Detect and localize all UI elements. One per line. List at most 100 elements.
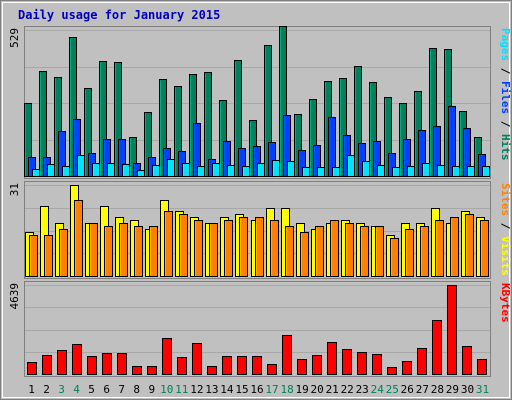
bar-kbytes-day-18	[282, 335, 292, 375]
bar-fill	[102, 353, 112, 375]
bar-fill	[252, 356, 262, 375]
bar-fill	[447, 285, 457, 375]
bar-fill	[452, 166, 460, 177]
x-tick-label: 15	[235, 383, 248, 396]
bar-fill	[390, 238, 399, 277]
x-tick-label: 20	[310, 383, 323, 396]
bar-fill	[437, 165, 445, 177]
x-tick-label: 8	[133, 383, 140, 396]
bar-sites-day-13	[209, 223, 218, 277]
bar-fill	[47, 164, 55, 177]
bar-kbytes-day-12	[192, 343, 202, 375]
bar-pages-day-7	[122, 164, 130, 177]
bar-fill	[117, 353, 127, 375]
bar-fill	[357, 352, 367, 375]
bar-sites-day-26	[405, 229, 414, 277]
bar-fill	[330, 220, 339, 277]
bar-fill	[164, 211, 173, 277]
bar-sites-day-11	[179, 214, 188, 277]
panel-top: 529 Pages / Files / Hits	[8, 26, 512, 179]
bar-fill	[345, 223, 354, 277]
bar-fill	[407, 166, 415, 177]
bar-fill	[179, 214, 188, 277]
bar-sites-day-5	[89, 223, 98, 277]
x-tick-label: 12	[190, 383, 203, 396]
bar-fill	[285, 226, 294, 277]
bar-sites-day-7	[119, 223, 128, 277]
bar-fill	[207, 366, 217, 375]
bar-kbytes-day-9	[147, 366, 157, 375]
bar-fill	[422, 163, 430, 177]
bar-kbytes-day-30	[462, 346, 472, 375]
x-tick-label: 24	[371, 383, 385, 396]
bar-sites-day-1	[29, 235, 38, 277]
bar-kbytes-day-23	[357, 352, 367, 375]
bar-sites-day-14	[224, 220, 233, 277]
bar-fill	[327, 342, 337, 375]
bar-pages-day-3	[62, 166, 70, 177]
bar-fill	[87, 356, 97, 375]
bar-fill	[72, 344, 82, 375]
bar-fill	[182, 163, 190, 177]
bar-fill	[44, 235, 53, 277]
bar-kbytes-day-3	[57, 350, 67, 375]
x-tick-label: 30	[461, 383, 474, 396]
bar-fill	[272, 160, 280, 177]
x-tick-label: 23	[356, 383, 369, 396]
bar-kbytes-day-21	[327, 342, 337, 375]
bar-fill	[107, 163, 115, 177]
bar-sites-day-22	[345, 223, 354, 277]
bar-pages-day-13	[212, 163, 220, 177]
bar-fill	[315, 226, 324, 277]
bar-kbytes-day-5	[87, 356, 97, 375]
bar-sites-day-31	[480, 220, 489, 277]
x-tick-label: 3	[58, 383, 65, 396]
bar-kbytes-day-14	[222, 356, 232, 375]
bar-pages-day-2	[47, 164, 55, 177]
bar-fill	[297, 359, 307, 375]
series-axis-label-middle: Sites / Visits	[499, 183, 512, 276]
series-axis-label-part: Hits	[499, 134, 512, 161]
series-axis-label-part: Files	[499, 81, 512, 114]
bar-kbytes-day-17	[267, 364, 277, 375]
bar-fill	[119, 223, 128, 277]
bar-fill	[162, 338, 172, 375]
bar-pages-day-27	[422, 163, 430, 177]
bar-sites-day-8	[134, 226, 143, 277]
bar-pages-day-17	[272, 160, 280, 177]
bar-pages-day-19	[302, 167, 310, 177]
bar-sites-day-27	[420, 226, 429, 277]
bar-fill	[465, 214, 474, 277]
bar-kbytes-day-16	[252, 356, 262, 375]
bar-fill	[477, 359, 487, 375]
bar-fill	[377, 165, 385, 177]
ymax-label-hits: 529	[8, 28, 21, 48]
chart-panels: 529 Pages / Files / Hits 31 Sites / Visits 4…	[8, 26, 512, 377]
bar-pages-day-25	[392, 167, 400, 177]
bar-fill	[192, 343, 202, 375]
bar-sites-day-25	[390, 238, 399, 277]
bar-sites-day-23	[360, 226, 369, 277]
x-tick-label: 25	[386, 383, 399, 396]
bar-pages-day-28	[437, 165, 445, 177]
bar-fill	[42, 355, 52, 375]
bar-kbytes-day-13	[207, 366, 217, 375]
bar-kbytes-day-20	[312, 355, 322, 375]
bar-fill	[27, 362, 37, 375]
bar-sites-day-21	[330, 220, 339, 277]
bar-fill	[317, 167, 325, 177]
bar-fill	[177, 357, 187, 375]
bar-fill	[237, 356, 247, 375]
x-tick-label: 22	[341, 383, 354, 396]
panel-bottom: 4639 KBytes	[8, 281, 512, 377]
bar-sites-day-15	[239, 217, 248, 277]
bar-fill	[375, 226, 384, 277]
bar-sites-day-19	[300, 232, 309, 277]
bar-pages-day-6	[107, 163, 115, 177]
x-tick-label: 4	[73, 383, 80, 396]
bar-fill	[239, 217, 248, 277]
bar-fill	[347, 155, 355, 177]
series-axis-label-part: Sites	[499, 183, 512, 216]
x-tick-label: 17	[265, 383, 278, 396]
x-tick-label: 28	[431, 383, 444, 396]
